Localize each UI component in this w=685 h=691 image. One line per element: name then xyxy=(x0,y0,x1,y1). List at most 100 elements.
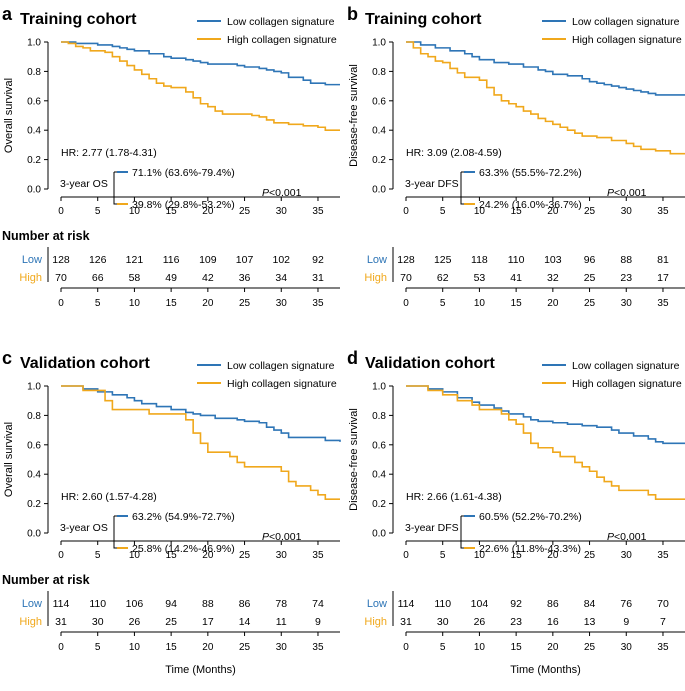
panel-c: c Validation cohort Low collagen signature… xyxy=(2,348,341,676)
risk-x-tick-label: 10 xyxy=(129,298,141,309)
survival-curve-high xyxy=(406,41,685,155)
risk-x-tick-label: 15 xyxy=(166,298,178,309)
legend-label-low: Low collagen signature xyxy=(572,360,680,372)
x-tick-label: 10 xyxy=(474,550,486,561)
x-tick-label: 35 xyxy=(657,206,669,217)
y-tick-label: 0.0 xyxy=(27,529,41,540)
risk-low-count: 70 xyxy=(657,598,669,610)
survival-curve-low xyxy=(406,41,685,96)
risk-low-count: 110 xyxy=(508,254,525,266)
y-tick-label: 0.6 xyxy=(372,440,386,451)
risk-low-count: 88 xyxy=(620,254,632,266)
risk-high-count: 23 xyxy=(620,272,632,284)
risk-x-tick-label: 10 xyxy=(474,298,486,309)
risk-x-tick-label: 35 xyxy=(657,642,669,653)
x-tick-label: 10 xyxy=(129,550,141,561)
risk-high-count: 25 xyxy=(165,616,177,628)
risk-low-count: 88 xyxy=(202,598,214,610)
risk-x-tick-label: 10 xyxy=(474,642,486,653)
y-axis-label: Overall survival xyxy=(3,78,15,153)
y-tick-label: 0.8 xyxy=(27,67,41,78)
risk-high-count: 70 xyxy=(55,272,67,284)
risk-low-count: 96 xyxy=(584,254,596,266)
rate-label: 3-year DFS xyxy=(405,178,459,190)
risk-label-high: High xyxy=(364,616,387,628)
risk-x-tick-label: 25 xyxy=(239,298,251,309)
risk-low-count: 128 xyxy=(52,254,70,266)
p-value: P<0.001 xyxy=(262,187,302,199)
risk-low-count: 76 xyxy=(620,598,632,610)
legend-label-high: High collagen signature xyxy=(227,378,337,390)
x-tick-label: 0 xyxy=(58,206,64,217)
y-tick-label: 0.2 xyxy=(372,499,386,510)
x-tick-label: 25 xyxy=(239,550,251,561)
risk-high-count: 26 xyxy=(474,616,486,628)
risk-x-tick-label: 25 xyxy=(239,642,251,653)
x-tick-label: 20 xyxy=(547,550,559,561)
risk-x-tick-label: 0 xyxy=(403,642,409,653)
risk-low-count: 126 xyxy=(89,254,107,266)
x-tick-label: 10 xyxy=(474,206,486,217)
risk-high-count: 7 xyxy=(660,616,666,628)
panel-title: Training cohort xyxy=(365,11,482,28)
risk-low-count: 104 xyxy=(471,598,489,610)
risk-low-count: 102 xyxy=(272,254,290,266)
risk-low-count: 94 xyxy=(165,598,177,610)
risk-label-low: Low xyxy=(367,598,387,610)
risk-x-tick-label: 35 xyxy=(312,298,324,309)
legend-label-low: Low collagen signature xyxy=(572,16,680,28)
legend-label-low: Low collagen signature xyxy=(227,16,335,28)
y-axis-label: Disease-free survival xyxy=(348,64,360,167)
x-tick-label: 25 xyxy=(584,206,596,217)
risk-low-count: 110 xyxy=(89,598,106,610)
risk-x-tick-label: 0 xyxy=(58,642,64,653)
rate-high: 24.2% (16.0%-36.7%) xyxy=(479,199,582,211)
risk-table-title: Number at risk xyxy=(2,573,90,587)
risk-high-count: 14 xyxy=(239,616,251,628)
p-value-number: <0.001 xyxy=(614,531,647,543)
legend-label-high: High collagen signature xyxy=(572,34,682,46)
risk-high-count: 30 xyxy=(437,616,449,628)
rate-bracket xyxy=(113,171,124,205)
risk-x-tick-label: 0 xyxy=(403,298,409,309)
x-tick-label: 0 xyxy=(403,206,409,217)
x-tick-label: 10 xyxy=(129,206,141,217)
risk-low-count: 114 xyxy=(398,598,415,610)
p-value-symbol: P xyxy=(262,531,269,543)
risk-high-count: 23 xyxy=(510,616,522,628)
risk-x-tick-label: 30 xyxy=(276,642,288,653)
risk-high-count: 30 xyxy=(92,616,104,628)
legend-label-high: High collagen signature xyxy=(227,34,337,46)
x-tick-label: 15 xyxy=(511,206,523,217)
risk-x-tick-label: 5 xyxy=(95,298,101,309)
rate-bracket xyxy=(460,515,471,549)
risk-high-count: 11 xyxy=(276,616,287,628)
risk-table-title: Number at risk xyxy=(2,229,90,243)
risk-low-count: 106 xyxy=(126,598,144,610)
y-tick-label: 0.0 xyxy=(27,185,41,196)
risk-x-tick-label: 5 xyxy=(95,642,101,653)
y-axis-label: Overall survival xyxy=(3,422,15,497)
rate-high: 39.8% (29.8%-53.2%) xyxy=(132,199,235,211)
risk-x-tick-label: 5 xyxy=(440,642,446,653)
y-tick-label: 0.4 xyxy=(27,470,41,481)
risk-high-count: 31 xyxy=(312,272,324,284)
p-value: P<0.001 xyxy=(607,531,647,543)
x-tick-label: 5 xyxy=(440,206,446,217)
hazard-ratio: HR: 2.66 (1.61-4.38) xyxy=(406,491,502,503)
risk-x-tick-label: 20 xyxy=(202,298,214,309)
y-tick-label: 0.4 xyxy=(27,126,41,137)
legend: Low collagen signature High collagen sign… xyxy=(542,16,682,46)
risk-x-tick-label: 30 xyxy=(621,642,633,653)
x-tick-label: 30 xyxy=(621,550,633,561)
risk-x-tick-label: 35 xyxy=(312,642,324,653)
risk-low-count: 107 xyxy=(236,254,254,266)
panel-b: b Training cohort Low collagen signature Hi… xyxy=(347,4,685,309)
risk-low-count: 86 xyxy=(547,598,559,610)
y-tick-label: 0.0 xyxy=(372,185,386,196)
risk-high-count: 9 xyxy=(315,616,321,628)
risk-low-count: 118 xyxy=(471,254,488,266)
legend: Low collagen signature High collagen sign… xyxy=(542,360,682,390)
p-value: P<0.001 xyxy=(262,531,302,543)
rate-low: 60.5% (52.2%-70.2%) xyxy=(479,511,582,523)
